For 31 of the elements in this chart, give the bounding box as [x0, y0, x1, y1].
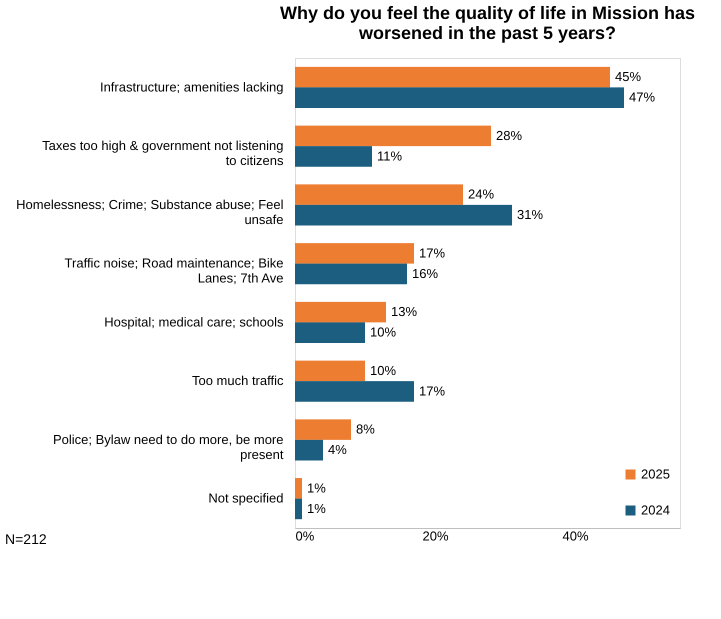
data-label: 11%: [377, 148, 402, 164]
y-tick-label: Homelessness; Crime; Substance abuse; Feel unsafe: [16, 196, 284, 227]
data-label: 31%: [517, 207, 544, 222]
y-tick-label: Too much traffic: [192, 373, 284, 388]
data-label: 17%: [419, 383, 446, 398]
data-label: 16%: [412, 266, 438, 281]
data-label: 17%: [419, 245, 446, 260]
data-label: 8%: [356, 422, 376, 437]
data-label: 47%: [629, 90, 656, 105]
y-tick-label: Police; Bylaw need to do more, be more present: [52, 432, 284, 462]
x-tick-label: 40%: [562, 528, 589, 544]
data-label: 1%: [307, 480, 326, 496]
x-tick-label: 20%: [422, 528, 449, 544]
text: N=212: [5, 531, 47, 547]
data-label: 45%: [615, 69, 642, 84]
y-tick-label: Not specified: [208, 490, 284, 506]
data-label: 24%: [468, 186, 494, 202]
data-label: 10%: [370, 362, 396, 378]
data-label: 10%: [370, 324, 396, 340]
x-tick-label: 0%: [296, 528, 315, 544]
data-label: 13%: [391, 304, 418, 320]
legend-label: 2024: [641, 502, 670, 518]
y-tick-label: Infrastructure; amenities lacking: [100, 79, 284, 94]
data-label: 4%: [328, 442, 348, 458]
data-label: 1%: [307, 500, 326, 516]
y-tick-label: Taxes too high & government not listening to citizens: [42, 138, 284, 168]
y-tick-label: Traffic noise; Road maintenance; Bike Lanes; 7th Ave: [64, 256, 284, 286]
chart-title: Why do you feel the quality of life in Mission has worsened in the past 5 years?: [280, 3, 696, 43]
legend-label: 2025: [641, 466, 670, 482]
y-tick-label: Hospital; medical care; schools: [104, 314, 284, 330]
data-label: 28%: [496, 128, 522, 143]
